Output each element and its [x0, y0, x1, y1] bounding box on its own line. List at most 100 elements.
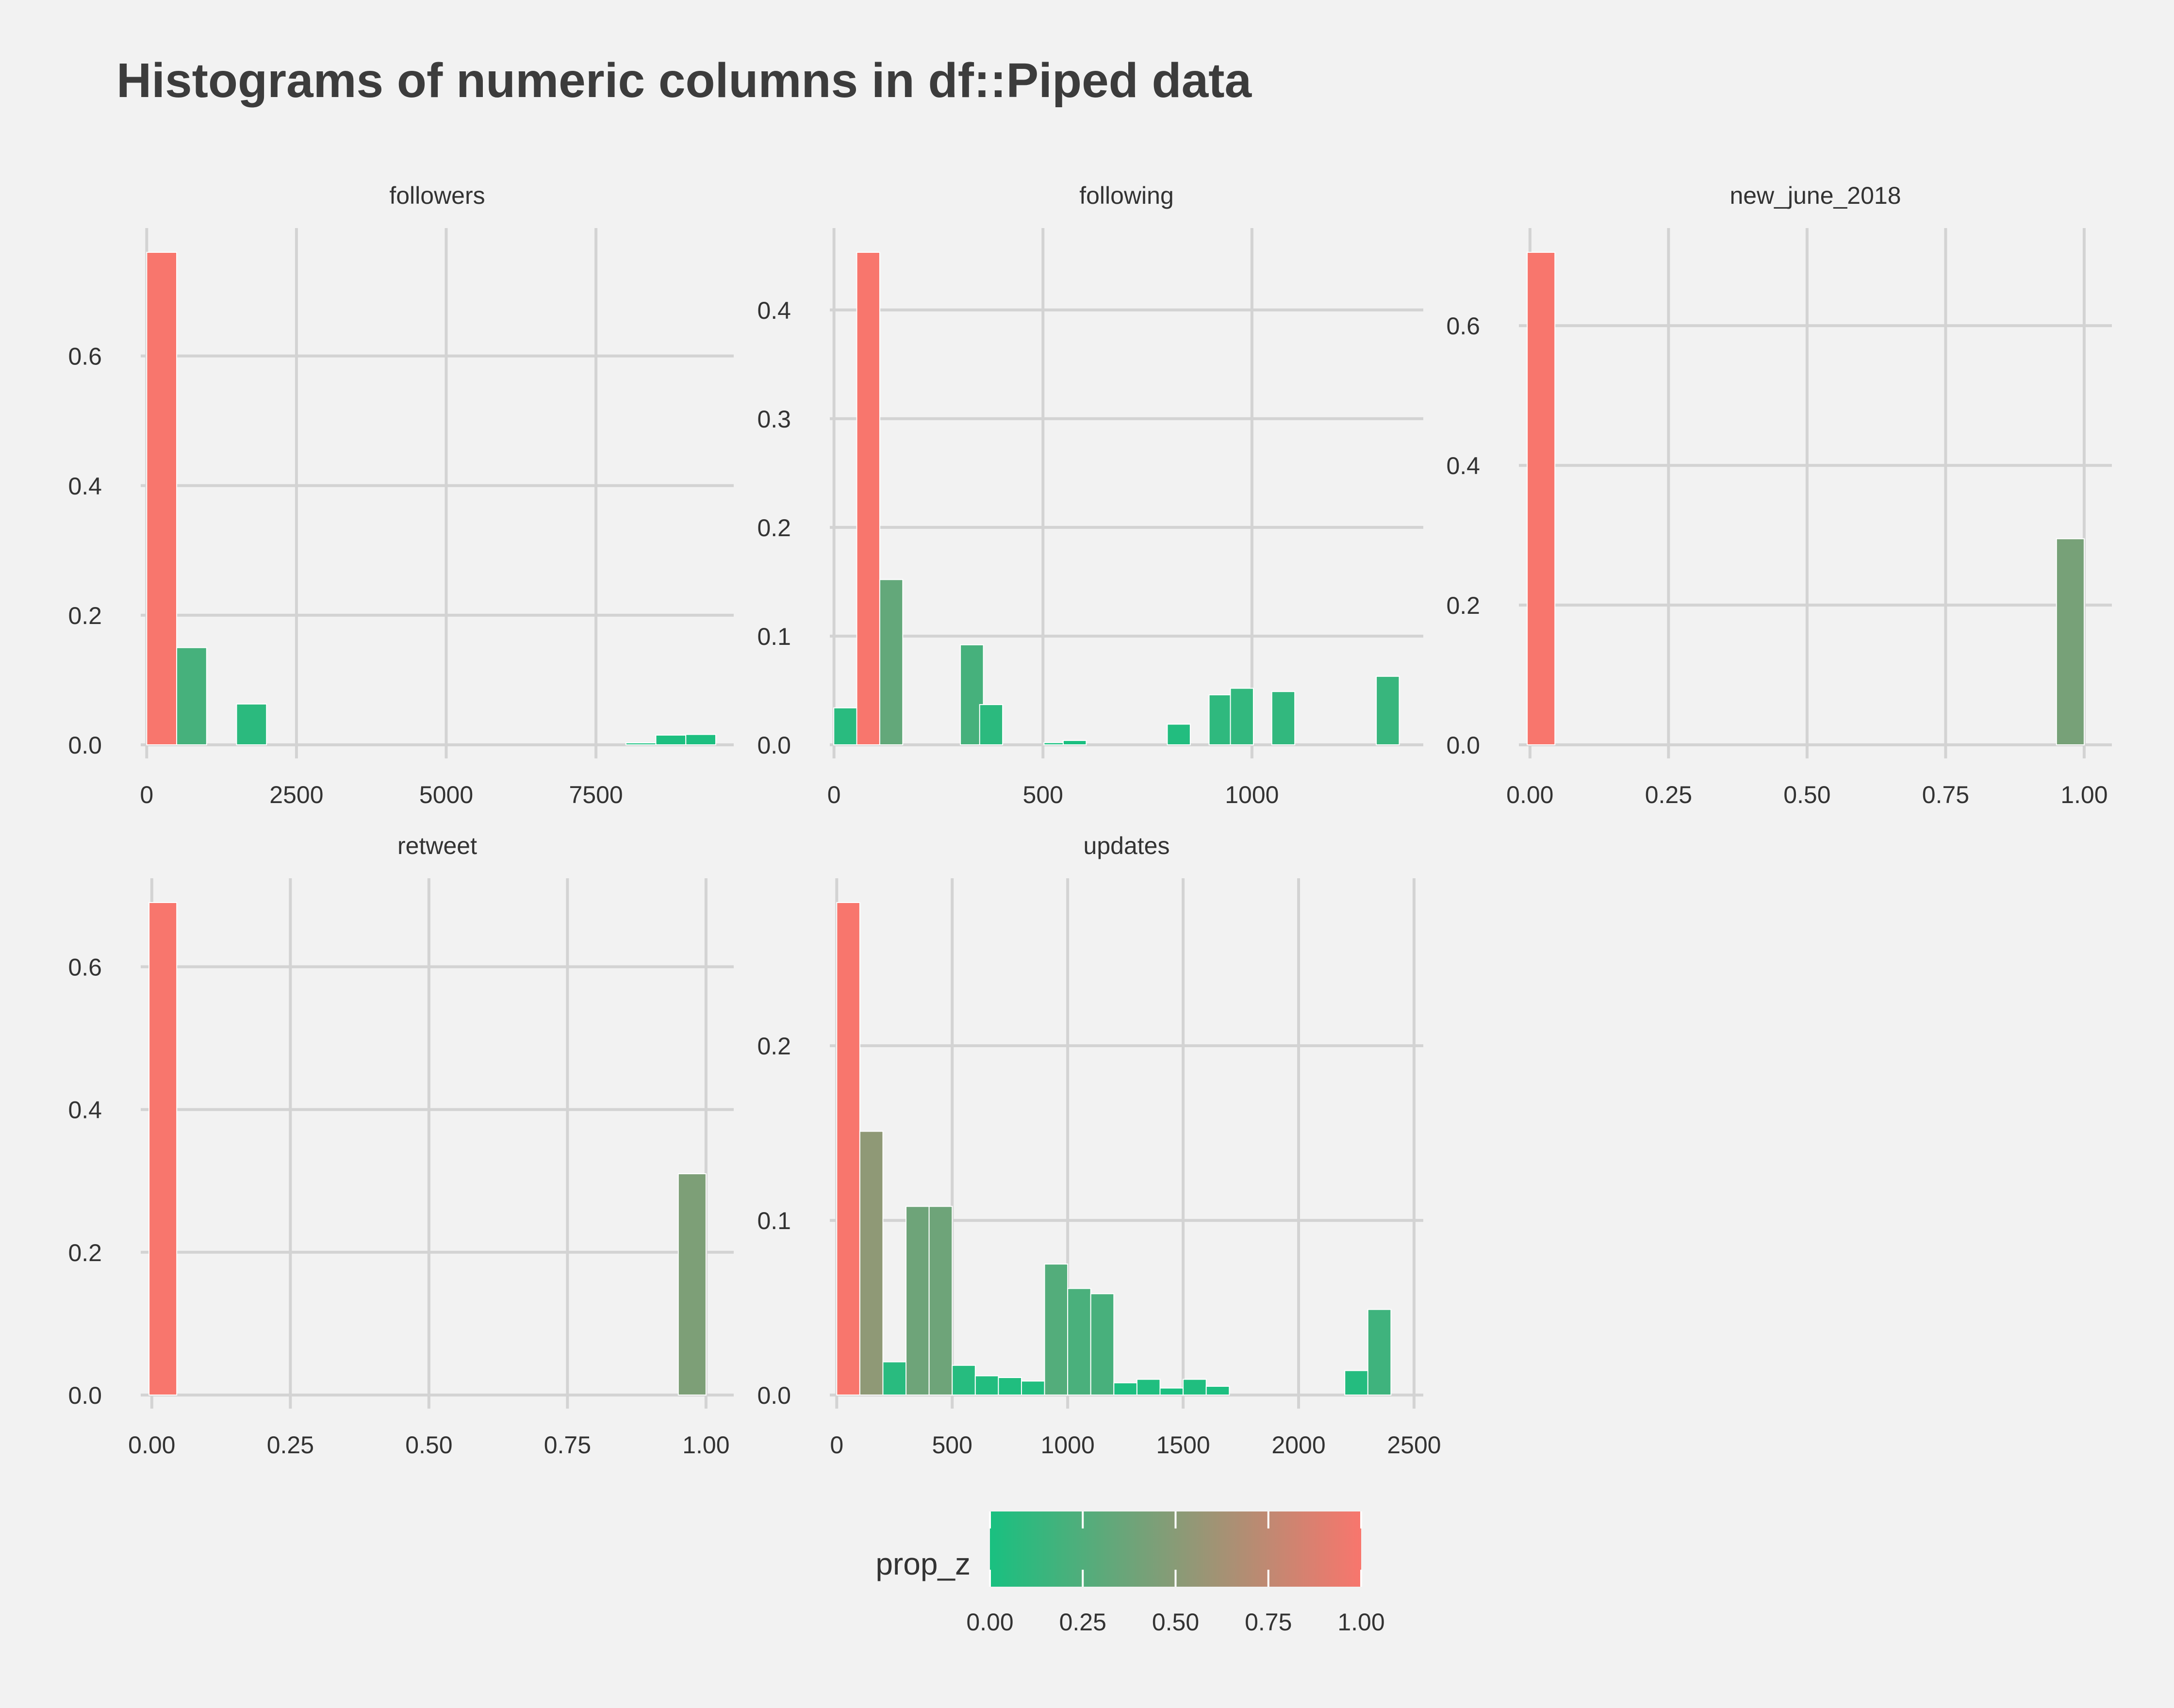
histogram-bar: [979, 704, 1004, 746]
x-tick-label: 0.25: [1645, 781, 1692, 808]
colorbar-legend: prop_z 0.00 0.25 0.50 0.75 1.00: [875, 1511, 1385, 1636]
y-tick-label: 0.0: [757, 1382, 791, 1409]
x-tick-label: 0.75: [1922, 781, 1969, 808]
histogram-bar: [928, 1206, 953, 1396]
x-tick-label: 0.50: [405, 1431, 452, 1459]
facet-updates: updates 0.0 0.1 0.2 0 500 1000 1500 2000 2500: [757, 832, 1441, 1459]
histogram-bar: [1159, 1387, 1184, 1396]
y-tick-label: 0.6: [1446, 312, 1480, 340]
histogram-bar: [974, 1375, 999, 1396]
histogram-bar: [685, 734, 716, 746]
x-tick-label: 2500: [269, 781, 323, 808]
x-tick-label: 0.50: [1783, 781, 1830, 808]
histogram-bar: [879, 579, 904, 745]
facet-label-updates: updates: [1084, 832, 1170, 859]
x-tick-label: 2500: [1387, 1431, 1441, 1459]
histogram-bar: [859, 1131, 884, 1396]
x-tick-label: 0.25: [267, 1431, 314, 1459]
histogram-bar: [1208, 694, 1233, 745]
histogram-bar: [856, 252, 880, 745]
y-tick-label: 0.2: [1446, 592, 1480, 619]
facet-label-retweet: retweet: [397, 832, 477, 859]
histogram-bar: [1067, 1288, 1091, 1396]
histogram-bar: [906, 1206, 930, 1396]
x-tick-label: 1.00: [2060, 781, 2108, 808]
y-tick-label: 0.2: [757, 1033, 791, 1060]
y-tick-label: 0.6: [68, 953, 102, 981]
histogram-bar: [998, 1377, 1022, 1396]
x-tick-label: 500: [1023, 781, 1063, 808]
y-tick-label: 0.0: [68, 1382, 102, 1409]
histogram-bar: [677, 1173, 707, 1396]
histogram-bar: [625, 742, 657, 745]
x-tick-label: 0.75: [544, 1431, 591, 1459]
histogram-bar: [148, 902, 178, 1396]
legend-tick-label: 0.00: [966, 1609, 1013, 1636]
histogram-bar: [655, 734, 687, 746]
facet-following: following 0.0 0.1 0.2 0.3 0.4 0 500 1000: [757, 182, 1423, 808]
histogram-bar: [176, 647, 207, 745]
legend-tick-label: 1.00: [1337, 1609, 1384, 1636]
x-tick-label: 5000: [419, 781, 473, 808]
x-tick-label: 1500: [1156, 1431, 1210, 1459]
histogram-bar: [1230, 688, 1254, 746]
y-tick-label: 0.2: [68, 1239, 102, 1266]
histogram-bar: [1063, 740, 1087, 745]
y-tick-label: 0.4: [68, 1097, 102, 1124]
x-tick-label: 1000: [1225, 781, 1279, 808]
histogram-bar: [952, 1364, 976, 1396]
histogram-bar: [836, 902, 860, 1396]
legend-title: prop_z: [875, 1546, 971, 1581]
histogram-bar: [882, 1361, 907, 1396]
x-tick-label: 2000: [1271, 1431, 1325, 1459]
histogram-bar: [146, 252, 178, 745]
legend-tick-label: 0.50: [1152, 1609, 1199, 1636]
y-tick-label: 0.2: [757, 514, 791, 542]
facet-new-june-2018: new_june_2018 0.0 0.2 0.4 0.6 0.00 0.25 0.50 0.7…: [1446, 182, 2112, 808]
facet-label-followers: followers: [389, 182, 485, 209]
y-tick-label: 0.3: [757, 406, 791, 433]
x-tick-label: 7500: [569, 781, 623, 808]
histogram-bar: [1344, 1370, 1368, 1396]
facet-label-following: following: [1079, 182, 1174, 209]
histogram-bar: [1021, 1380, 1045, 1396]
histogram-bar: [1090, 1293, 1115, 1396]
y-tick-label: 0.6: [68, 343, 102, 370]
x-tick-label: 1000: [1041, 1431, 1095, 1459]
histogram-bar: [1136, 1379, 1161, 1396]
y-tick-label: 0.0: [68, 732, 102, 759]
y-tick-label: 0.1: [757, 1207, 791, 1234]
y-tick-label: 0.0: [1446, 732, 1480, 759]
histogram-bar: [1167, 723, 1191, 745]
y-tick-label: 0.0: [757, 732, 791, 759]
histogram-bar: [1367, 1309, 1392, 1396]
histogram-bar: [1527, 252, 1556, 745]
x-tick-label: 0: [827, 781, 841, 808]
x-tick-label: 0.00: [1506, 781, 1553, 808]
y-tick-label: 0.4: [68, 473, 102, 500]
legend-tick-label: 0.25: [1059, 1609, 1106, 1636]
y-tick-label: 0.4: [757, 297, 791, 324]
y-tick-label: 0.4: [1446, 452, 1480, 479]
histogram-bar: [2056, 538, 2085, 745]
histogram-bar: [1113, 1382, 1137, 1396]
histogram-bar: [1376, 675, 1400, 745]
histogram-bar: [1044, 1264, 1069, 1396]
y-tick-label: 0.1: [757, 623, 791, 650]
facet-label-new-june-2018: new_june_2018: [1729, 182, 1901, 209]
histogram-bar: [236, 703, 267, 745]
facet-retweet: retweet 0.0 0.2 0.4 0.6 0.00 0.25 0.50 0.75 1.00: [68, 832, 734, 1459]
x-tick-label: 1.00: [682, 1431, 729, 1459]
histogram-bar: [1205, 1386, 1230, 1396]
x-tick-label: 0: [140, 781, 153, 808]
legend-tick-label: 0.75: [1245, 1609, 1292, 1636]
y-tick-label: 0.2: [68, 602, 102, 629]
x-tick-label: 500: [932, 1431, 972, 1459]
histogram-bar: [1271, 691, 1296, 745]
histogram-bar: [1183, 1379, 1207, 1396]
chart-title: Histograms of numeric columns in df::Pip…: [116, 53, 1252, 108]
x-tick-label: 0: [830, 1431, 843, 1459]
facet-followers: followers 0.0 0.2 0.4 0.6 0 2500 5000 7500: [68, 182, 734, 808]
